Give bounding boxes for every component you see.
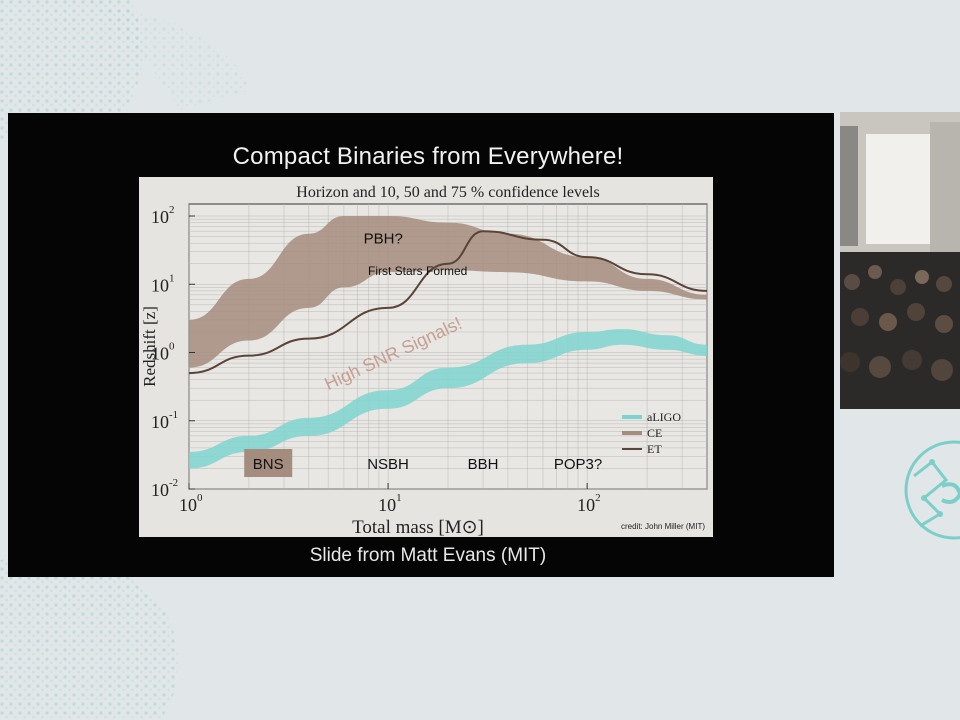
- y-tick-label: 10: [151, 480, 169, 500]
- category-label-bbh: BBH: [468, 456, 499, 473]
- redshift-chart: 10 0 10 1 10 2 10 -2 10 -1 10 0 10 1 10 2 Horizon and 10…: [139, 177, 713, 537]
- x-tick-label: 10: [179, 495, 197, 515]
- presentation-slide: Compact Binaries from Everywhere! 10 0 10 1…: [8, 113, 834, 577]
- x-tick-label: 10: [577, 495, 595, 515]
- y-tick-label: 10: [151, 275, 169, 295]
- annotation-first-stars: First Stars Formed: [368, 264, 467, 278]
- legend-label-aligo: aLIGO: [647, 410, 681, 424]
- category-label-bns: BNS: [253, 456, 284, 473]
- audience-photo: [840, 112, 960, 409]
- category-label-nsbh: NSBH: [367, 456, 409, 473]
- y-tick-exponent: 1: [169, 272, 175, 284]
- x-tick-exponent: 2: [595, 492, 601, 504]
- x-tick-label: 10: [378, 495, 396, 515]
- slide-footer: Slide from Matt Evans (MIT): [309, 545, 547, 566]
- annotation-pbh: PBH?: [364, 231, 403, 248]
- y-tick-exponent: -1: [169, 409, 178, 421]
- legend-label-ce: CE: [647, 426, 662, 440]
- category-label-pop3: POP3?: [554, 456, 602, 473]
- y-tick-exponent: 2: [169, 204, 175, 216]
- category-box-bns: [244, 449, 293, 477]
- x-axis-label: Total mass [M⊙]: [352, 517, 484, 537]
- y-tick-label: 10: [151, 207, 169, 227]
- x-tick-exponent: 1: [396, 492, 402, 504]
- y-tick-exponent: 0: [169, 341, 175, 353]
- legend: aLIGO CE ET: [622, 410, 681, 456]
- series-line-et: [188, 230, 708, 375]
- slide-title: Compact Binaries from Everywhere!: [232, 143, 624, 170]
- chart-credit: credit: John Miller (MIT): [621, 522, 705, 531]
- conference-logo-icon: [904, 440, 960, 540]
- camera-inset: [840, 112, 960, 409]
- series-band-aligo: [189, 329, 707, 469]
- x-tick-exponent: 0: [197, 492, 203, 504]
- y-axis-label: Redshift [z]: [140, 306, 159, 387]
- y-tick-label: 10: [151, 344, 169, 364]
- legend-label-et: ET: [647, 442, 662, 456]
- y-tick-label: 10: [151, 412, 169, 432]
- y-tick-exponent: -2: [169, 477, 178, 489]
- chart-title: Horizon and 10, 50 and 75 % confidence l…: [296, 184, 599, 201]
- series-band-ce: [189, 216, 707, 368]
